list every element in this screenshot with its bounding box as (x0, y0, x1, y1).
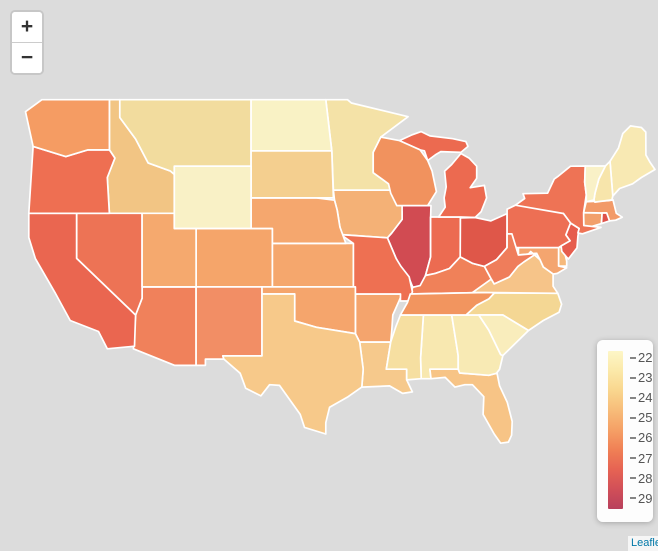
legend-tick-label: 26 (638, 430, 653, 446)
state-or[interactable] (27, 145, 116, 215)
state-pa[interactable] (506, 204, 572, 249)
zoom-control: + − (10, 10, 44, 75)
state-ms[interactable] (385, 314, 425, 381)
legend-tick: 25 (630, 410, 653, 426)
legend-tick-dash (630, 477, 636, 480)
legend-tick-dash (630, 396, 636, 399)
attribution: Leaflet (628, 536, 658, 551)
legend-tick: 27 (630, 450, 653, 466)
state-mi[interactable] (398, 130, 469, 162)
legend-tick-label: 25 (638, 410, 653, 426)
legend-tick-dash (630, 356, 636, 359)
legend-tick: 28 (630, 470, 653, 486)
legend-tick-dash (630, 436, 636, 439)
zoom-in-button[interactable]: + (12, 12, 42, 43)
state-ks[interactable] (271, 242, 355, 288)
state-tx[interactable] (221, 293, 365, 435)
leaflet-link[interactable]: Leaflet (631, 537, 658, 549)
state-wi[interactable] (372, 136, 438, 207)
state-co[interactable] (195, 227, 274, 288)
state-ne[interactable] (250, 197, 347, 245)
state-mi[interactable] (437, 152, 488, 219)
state-nm[interactable] (195, 286, 263, 367)
legend-tick-dash (630, 457, 636, 459)
state-fl[interactable] (429, 368, 514, 445)
state-nd[interactable] (250, 98, 333, 152)
state-ny[interactable] (514, 165, 602, 235)
state-sd[interactable] (250, 150, 335, 199)
legend-tick: 29 (630, 490, 653, 506)
state-wy[interactable] (173, 165, 252, 230)
state-sc[interactable] (477, 314, 530, 357)
state-me[interactable] (609, 125, 656, 197)
zoom-out-button[interactable]: − (12, 43, 42, 73)
legend-tick-label: 28 (638, 470, 653, 486)
legend-tick: 22 (630, 350, 653, 365)
legend-tick-label: 29 (638, 490, 653, 506)
legend-tick: 26 (630, 430, 653, 446)
state-nv[interactable] (75, 212, 143, 316)
state-wa[interactable] (24, 98, 111, 158)
state-ri[interactable] (600, 212, 611, 225)
legend-tick-dash (630, 376, 636, 379)
legend-tick-dash (630, 497, 636, 500)
legend-tick-dash (630, 416, 636, 419)
legend-tick: 24 (630, 390, 653, 406)
legend-tick-label: 24 (638, 390, 653, 406)
legend: 22 23 24 25 26 27 28 29 (597, 340, 653, 522)
state-wv[interactable] (483, 233, 538, 285)
legend-gradient-bar (608, 351, 623, 509)
legend-tick-label: 27 (638, 450, 653, 466)
legend-tick-label: 22 (638, 350, 653, 365)
state-vt[interactable] (583, 165, 607, 203)
legend-tick-label: 23 (638, 370, 653, 386)
legend-tick: 23 (630, 370, 653, 386)
